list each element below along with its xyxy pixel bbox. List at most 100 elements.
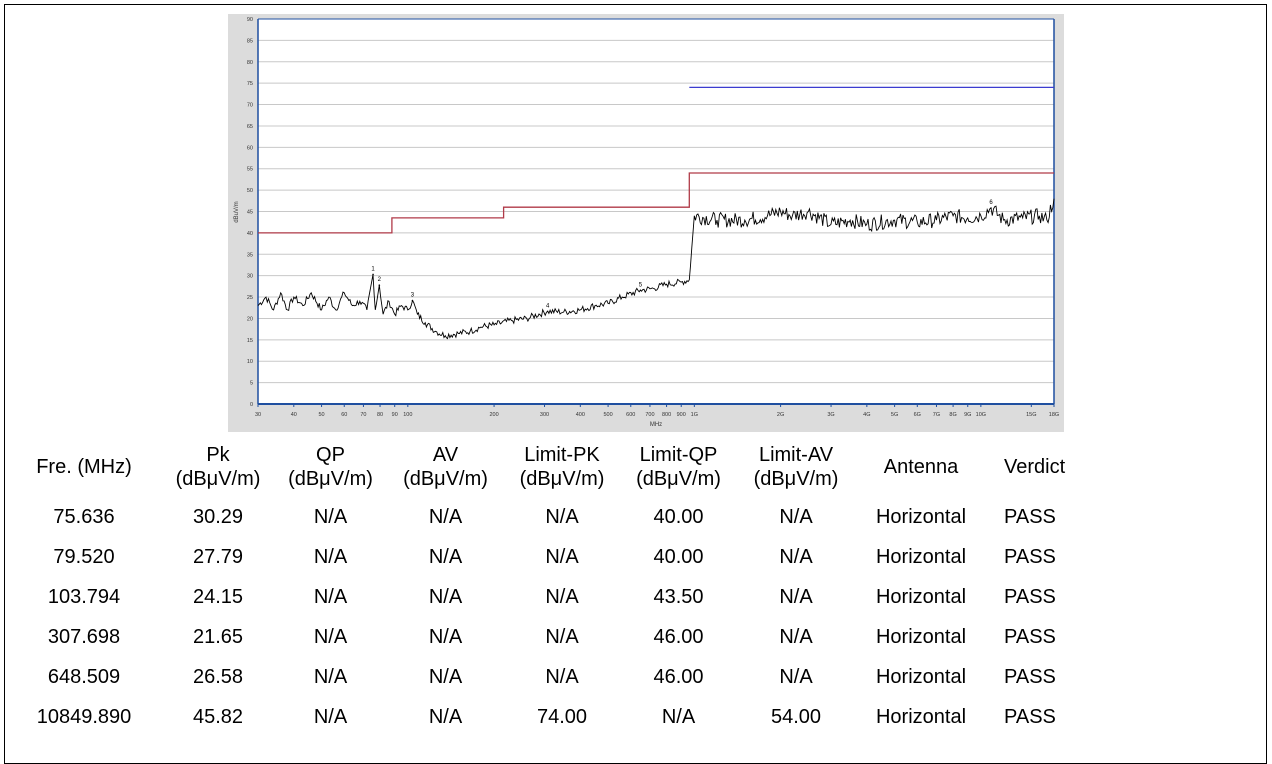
column-header-line: (dBμV/m): [288, 468, 373, 490]
y-tick-label: 45: [247, 210, 253, 216]
table-row: 307.698 21.65 N/A N/A N/A 46.00 N/A Horizontal P…: [5, 617, 1266, 657]
column-header-line: Fre. (MHz): [36, 456, 132, 478]
y-tick-label: 65: [247, 124, 253, 130]
column-header-line: QP: [316, 444, 345, 466]
table-cell: Horizontal: [875, 545, 967, 568]
x-tick-label: 3G: [827, 412, 834, 418]
column-header: Pk (dBμV/m): [163, 437, 273, 497]
x-axis-label: MHz: [650, 422, 662, 428]
peak-marker-label: 3: [411, 293, 415, 299]
x-tick-label: 400: [576, 412, 585, 418]
x-tick-label: 10G: [976, 412, 986, 418]
table-cell: N/A: [428, 505, 463, 528]
column-header-line: Limit-AV: [758, 444, 834, 466]
column-header: Verdict: [986, 437, 1266, 497]
results-table: Fre. (MHz) Pk (dBμV/m) QP (dBμV/m) AV (dBμV/m)…: [5, 437, 1266, 737]
table-cell: 26.58: [192, 665, 244, 688]
column-header-line: (dBμV/m): [403, 468, 488, 490]
table-cell: N/A: [313, 505, 348, 528]
label-layer: dBuV/m MHz: [234, 201, 662, 428]
x-tick-label: 40: [291, 412, 297, 418]
table-cell: 54.00: [770, 705, 822, 728]
table-cell: PASS: [1004, 625, 1056, 648]
table-row: 103.794 24.15 N/A N/A N/A 43.50 N/A Horizontal P…: [5, 577, 1266, 617]
x-tick-label: 7G: [933, 412, 940, 418]
table-cell: 43.50: [653, 585, 704, 608]
x-tick-label: 15G: [1026, 412, 1036, 418]
x-tick-label: 50: [319, 412, 325, 418]
table-cell: N/A: [779, 625, 813, 648]
table-row: 75.636 30.29 N/A N/A N/A 40.00 N/A Horizontal PA…: [5, 497, 1266, 537]
x-tick-label: 1G: [691, 412, 698, 418]
y-tick-label: 55: [247, 167, 253, 173]
table-cell: 27.79: [192, 545, 244, 568]
y-tick-label: 70: [247, 103, 253, 109]
column-header-line: AV: [432, 444, 459, 466]
measurement-trace: [257, 198, 1055, 340]
y-tick-label: 25: [247, 295, 253, 301]
peak-marker-label: 5: [639, 282, 643, 288]
table-cell: N/A: [428, 625, 463, 648]
table-row: 10849.890 45.82 N/A N/A 74.00 N/A 54.00 Horizon…: [5, 697, 1266, 737]
peak-marker-point: [378, 284, 381, 286]
table-cell: N/A: [545, 625, 579, 648]
y-tick-label: 15: [247, 338, 253, 344]
limit-line: [258, 172, 1054, 234]
table-cell: N/A: [779, 545, 813, 568]
column-header-line: Verdict: [1004, 456, 1066, 478]
table-cell: 46.00: [653, 665, 704, 688]
peak-marker-label: 1: [371, 266, 375, 272]
peak-marker-point: [411, 299, 414, 302]
y-tick-label: 40: [247, 231, 253, 237]
x-tick-label: 18G: [1049, 412, 1059, 418]
column-header-line: (dBμV/m): [519, 468, 605, 490]
x-tick-label: 70: [360, 412, 366, 418]
table-cell: 40.00: [653, 545, 704, 568]
y-tick-label: 0: [250, 402, 253, 408]
y-axis-label: dBuV/m: [234, 201, 240, 222]
y-tick-label: 90: [247, 17, 253, 23]
x-tick-label: 100: [403, 412, 412, 418]
table-body: 75.636 30.29 N/A N/A N/A 40.00 N/A Horizontal PA…: [5, 497, 1266, 737]
peak-marker-label: 4: [546, 303, 550, 309]
table-cell: Horizontal: [875, 585, 967, 608]
x-tick-label: 600: [626, 412, 635, 418]
column-header-line: Limit-QP: [639, 444, 718, 466]
y-tick-label: 30: [247, 274, 253, 280]
y-tick-label: 60: [247, 145, 253, 151]
x-tick-label: 90: [392, 412, 398, 418]
table-cell: PASS: [1004, 705, 1056, 728]
peak-marker-label: 6: [989, 200, 993, 206]
x-tick-label: 60: [341, 412, 347, 418]
table-cell: 307.698: [47, 625, 121, 648]
table-cell: N/A: [428, 585, 463, 608]
x-tick-label: 8G: [949, 412, 956, 418]
column-header-line: Pk: [206, 444, 230, 466]
x-tick-label: 2G: [777, 412, 784, 418]
table-cell: N/A: [545, 585, 579, 608]
column-header: Limit-AV (dBμV/m): [736, 437, 856, 497]
table-cell: 103.794: [47, 585, 121, 608]
grid-layer: [258, 39, 1054, 384]
x-tick-label: 500: [603, 412, 612, 418]
column-header-line: (dBμV/m): [636, 468, 721, 490]
peak-marker-label: 2: [378, 277, 382, 283]
table-cell: N/A: [428, 705, 463, 728]
table-cell: N/A: [313, 705, 348, 728]
table-cell: Horizontal: [875, 625, 967, 648]
x-tick-label: 900: [677, 412, 686, 418]
table-header-row: Fre. (MHz) Pk (dBμV/m) QP (dBμV/m) AV (dBμV/m)…: [5, 437, 1266, 497]
table-cell: 46.00: [653, 625, 704, 648]
table-cell: 648.509: [47, 665, 121, 688]
column-header: AV (dBμV/m): [388, 437, 503, 497]
y-tick-label: 5: [250, 381, 253, 387]
table-cell: 10849.890: [36, 705, 132, 728]
table-cell: N/A: [545, 665, 579, 688]
table-cell: 40.00: [653, 505, 704, 528]
table-cell: Horizontal: [875, 665, 967, 688]
table-cell: N/A: [779, 505, 813, 528]
y-tick-label: 35: [247, 252, 253, 258]
table-cell: N/A: [428, 665, 463, 688]
column-header: Limit-PK (dBμV/m): [503, 437, 621, 497]
